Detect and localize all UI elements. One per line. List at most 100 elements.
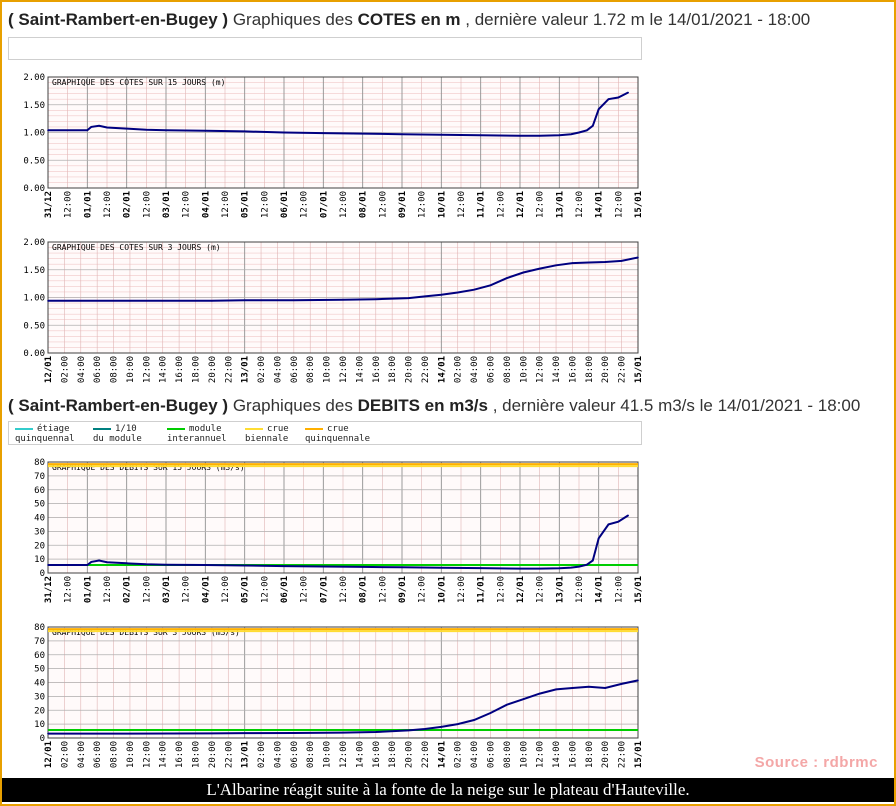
x-tick-label: 01/01 — [83, 576, 93, 603]
data-point — [617, 520, 620, 523]
data-point — [489, 284, 492, 287]
x-tick-label: 12:00 — [260, 576, 270, 603]
x-tick-label: 11/01 — [477, 576, 487, 603]
data-point — [570, 133, 572, 135]
x-tick-label: 02/01 — [123, 576, 133, 603]
x-tick-label: 08/01 — [359, 191, 369, 218]
x-tick-label: 06/01 — [280, 576, 290, 603]
y-tick-label: 1.00 — [23, 129, 45, 139]
data-point — [90, 561, 93, 563]
x-tick-label: 16:00 — [372, 741, 382, 768]
data-point — [591, 125, 594, 127]
data-point — [125, 562, 128, 565]
x-tick-label: 15/01 — [634, 191, 644, 218]
x-tick-label: 12:00 — [64, 191, 74, 218]
x-tick-label: 02:00 — [60, 356, 70, 383]
data-point — [211, 300, 213, 302]
x-tick-label: 08:00 — [306, 356, 316, 383]
y-tick-label: 0.50 — [23, 321, 45, 331]
y-tick-label: 80 — [34, 623, 45, 633]
data-point — [293, 732, 295, 734]
x-tick-label: 22:00 — [224, 356, 234, 383]
data-point — [637, 679, 639, 682]
data-point — [129, 732, 131, 735]
x-tick-label: 12:00 — [182, 576, 192, 603]
data-point — [597, 537, 600, 540]
x-tick-label: 20:00 — [208, 741, 218, 768]
x-tick-label: 12:00 — [418, 576, 428, 603]
x-tick-label: 02/01 — [123, 191, 133, 218]
data-point — [479, 134, 482, 137]
x-tick-label: 20:00 — [601, 741, 611, 768]
y-tick-label: 1.50 — [23, 101, 45, 111]
y-tick-label: 60 — [34, 651, 45, 661]
data-point — [473, 719, 475, 721]
y-tick-label: 50 — [34, 500, 45, 510]
data-point — [538, 135, 541, 137]
empty-bar — [8, 37, 642, 60]
data-point — [401, 133, 403, 135]
x-tick-label: 02:00 — [454, 356, 464, 383]
x-tick-label: 10:00 — [519, 741, 529, 768]
x-tick-label: 08:00 — [503, 741, 513, 768]
x-tick-label: 06:00 — [487, 356, 497, 383]
data-point — [489, 712, 492, 714]
data-point — [506, 277, 508, 279]
legend-item: module interannuel — [167, 424, 227, 444]
data-point — [129, 300, 131, 302]
y-tick-label: 0.50 — [23, 156, 45, 166]
data-point — [604, 687, 607, 689]
data-point — [47, 129, 49, 132]
data-point — [204, 564, 207, 566]
x-tick-label: 04:00 — [273, 356, 283, 383]
y-tick-label: 10 — [34, 720, 45, 730]
data-point — [456, 723, 459, 725]
data-point — [522, 271, 525, 274]
x-tick-label: 12/01 — [516, 576, 526, 603]
x-tick-label: 14:00 — [355, 741, 365, 768]
y-tick-label: 0.00 — [23, 184, 45, 194]
x-tick-label: 10/01 — [437, 576, 447, 603]
legend-item: 1/10 du module — [93, 424, 142, 444]
x-tick-label: 12:00 — [142, 576, 152, 603]
data-point — [283, 565, 285, 567]
data-point — [204, 130, 207, 132]
plot-frame — [47, 626, 639, 739]
y-tick-label: 0.00 — [23, 349, 45, 359]
threshold-legend: étiage quinquennal 1/10 du module module in… — [8, 421, 642, 445]
x-tick-label: 22:00 — [421, 741, 431, 768]
x-tick-label: 06:00 — [93, 741, 103, 768]
x-tick-label: 06:00 — [290, 741, 300, 768]
x-tick-label: 07/01 — [319, 191, 329, 218]
x-tick-label: 14:00 — [159, 356, 169, 383]
x-tick-label: 22:00 — [224, 741, 234, 768]
x-tick-label: 12/01 — [516, 191, 526, 218]
x-tick-label: 02:00 — [454, 741, 464, 768]
x-tick-label: 06/01 — [280, 191, 290, 218]
last-value-text: , dernière valeur 41.5 m3/s le 14/01/202… — [492, 396, 861, 415]
title-prefix: Graphiques des — [232, 396, 353, 415]
data-point — [125, 127, 128, 130]
x-tick-label: 13/01 — [241, 356, 251, 383]
x-tick-label: 13/01 — [555, 191, 565, 218]
x-tick-label: 01/01 — [83, 191, 93, 218]
x-tick-label: 12:00 — [64, 576, 74, 603]
data-point — [588, 685, 590, 688]
x-tick-label: 18:00 — [585, 356, 595, 383]
y-tick-label: 30 — [34, 692, 45, 702]
data-point — [604, 261, 607, 263]
data-point — [322, 132, 325, 134]
data-point — [620, 260, 623, 262]
data-point — [627, 91, 629, 94]
x-tick-label: 10:00 — [126, 741, 136, 768]
data-point — [47, 732, 49, 735]
data-point — [588, 261, 590, 264]
x-tick-label: 12:00 — [142, 741, 152, 768]
x-tick-label: 13/01 — [555, 576, 565, 603]
y-tick-label: 60 — [34, 486, 45, 496]
data-point — [407, 297, 410, 299]
y-tick-label: 1.00 — [23, 294, 45, 304]
chart-title: GRAPHIQUE DES COTES SUR 15 JOURS (m) — [52, 78, 225, 87]
x-tick-label: 08:00 — [306, 741, 316, 768]
data-point — [374, 731, 377, 733]
